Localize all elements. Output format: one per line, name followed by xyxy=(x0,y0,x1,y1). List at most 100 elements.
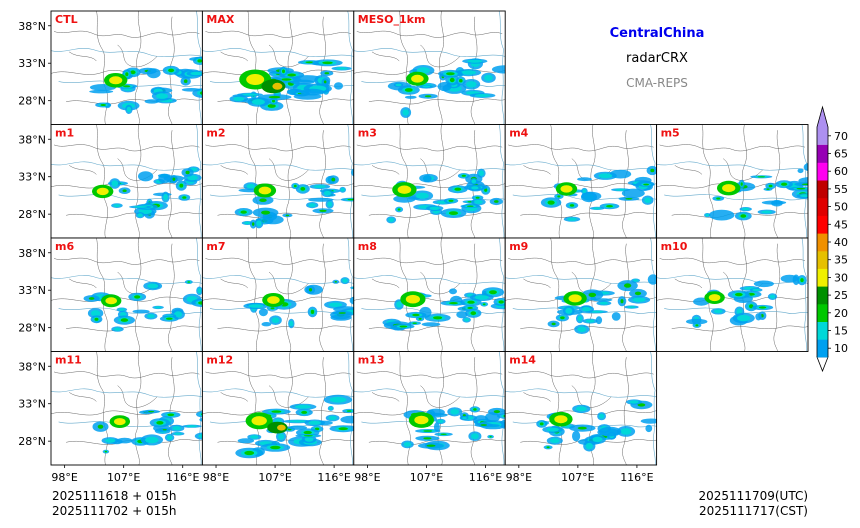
echo-15dbz xyxy=(437,419,444,423)
echo-15dbz xyxy=(403,442,412,447)
river xyxy=(656,161,808,171)
echo-15dbz xyxy=(186,425,198,428)
echo-20dbz xyxy=(768,184,773,188)
echo-20dbz xyxy=(97,424,104,429)
echo-20dbz xyxy=(319,209,327,212)
echo-core-30dbz xyxy=(722,184,736,193)
echo-20dbz xyxy=(148,410,155,413)
echo-20dbz xyxy=(781,182,788,186)
echo-15dbz xyxy=(585,442,593,450)
echo-20dbz xyxy=(270,307,275,310)
echo-15dbz xyxy=(313,185,326,189)
river xyxy=(202,275,354,284)
map-panel-max: MAX xyxy=(201,10,355,125)
valid-time-cst: 2025111717(CST) xyxy=(699,504,808,518)
province-border xyxy=(589,351,596,465)
province-border xyxy=(420,44,460,68)
province-border xyxy=(319,243,326,352)
echo-20dbz xyxy=(252,222,255,226)
echo-15dbz xyxy=(256,220,262,227)
river xyxy=(51,388,203,398)
echo-10dbz xyxy=(258,308,268,317)
echo-15dbz xyxy=(323,190,332,196)
echo-10dbz xyxy=(592,298,613,302)
echo-15dbz xyxy=(592,207,602,210)
echo-20dbz xyxy=(470,311,477,316)
echo-20dbz xyxy=(449,77,455,83)
echo-core-30dbz xyxy=(109,76,123,85)
river xyxy=(58,80,203,87)
river xyxy=(58,307,203,314)
echo-15dbz xyxy=(166,435,173,440)
colorbar-label: 15 xyxy=(834,325,848,338)
echo-20dbz xyxy=(305,61,314,64)
map-panel-meso_1km: MESO_1km xyxy=(353,10,506,125)
map-panel-m6: m6 xyxy=(50,237,203,352)
echo-10dbz xyxy=(146,68,161,79)
echo-20dbz xyxy=(172,177,176,181)
lat-tick-label: 28°N xyxy=(18,435,46,448)
echo-20dbz xyxy=(459,79,463,83)
echo-15dbz xyxy=(582,189,587,194)
echo-15dbz xyxy=(289,320,294,327)
lon-tick-label: 107°E xyxy=(561,471,594,484)
latitude-axis: 38°N 33°N 28°N 38°N 33°N 28°N 38°N 33°N 28°N 38°N… xyxy=(18,20,51,448)
echo-20dbz xyxy=(259,198,267,202)
lon-tick-label: 107°E xyxy=(107,471,140,484)
lon-tick-label: 107°E xyxy=(410,471,443,484)
province-border xyxy=(96,351,108,465)
panel-label: m7 xyxy=(206,240,225,253)
echo-10dbz xyxy=(753,280,775,288)
province-border xyxy=(202,183,354,189)
province-border xyxy=(773,243,781,352)
province-border xyxy=(622,243,629,352)
map-content xyxy=(353,238,506,352)
echo-15dbz xyxy=(450,409,460,415)
echo-15dbz xyxy=(278,433,285,440)
echo-20dbz xyxy=(197,59,203,63)
echo-15dbz xyxy=(197,90,203,96)
lon-tick-label: 116°E xyxy=(166,471,199,484)
echo-20dbz xyxy=(156,421,164,425)
map-panel-m3: m3 xyxy=(353,124,506,239)
echo-20dbz xyxy=(168,68,175,73)
echo-core-30dbz xyxy=(246,74,265,85)
echo-20dbz xyxy=(449,211,458,216)
province-border xyxy=(51,296,203,302)
lat-tick-label: 38°N xyxy=(18,247,46,260)
variable-title: radarCRX xyxy=(626,51,688,66)
echo-20dbz xyxy=(287,73,297,77)
colorbar-label: 10 xyxy=(834,342,848,355)
echo-15dbz xyxy=(632,279,639,282)
echo-15dbz xyxy=(111,180,119,187)
echo-20dbz xyxy=(179,183,184,188)
colorbar-label: 20 xyxy=(834,307,848,320)
province-border xyxy=(371,392,400,402)
colorbar-label: 25 xyxy=(834,289,848,302)
echo-20dbz xyxy=(331,177,336,182)
echo-15dbz xyxy=(471,179,477,184)
echo-20dbz xyxy=(347,198,354,201)
map-panel-m9: m9 xyxy=(504,237,658,352)
colorbar-swatch xyxy=(817,286,828,305)
province-border xyxy=(671,212,808,218)
echo-core-30dbz xyxy=(568,294,582,303)
river xyxy=(202,48,354,57)
echo-20dbz xyxy=(104,450,107,453)
echo-20dbz xyxy=(346,410,352,412)
echo-20dbz xyxy=(94,317,99,321)
lat-tick-label: 33°N xyxy=(18,171,46,184)
province-border xyxy=(520,212,657,218)
panel-label: m3 xyxy=(358,127,377,140)
echo-15dbz xyxy=(627,306,636,309)
map-panel-m10: m10 xyxy=(656,237,809,352)
colorbar-label: 40 xyxy=(834,236,848,249)
echo-10dbz xyxy=(262,215,284,225)
echo-15dbz xyxy=(598,173,613,179)
lat-tick-label: 38°N xyxy=(18,360,46,373)
map-content xyxy=(202,238,354,352)
province-border xyxy=(508,371,654,379)
panel-label: m5 xyxy=(661,127,680,140)
echo-20dbz xyxy=(466,205,474,207)
echo-15dbz xyxy=(500,414,506,418)
